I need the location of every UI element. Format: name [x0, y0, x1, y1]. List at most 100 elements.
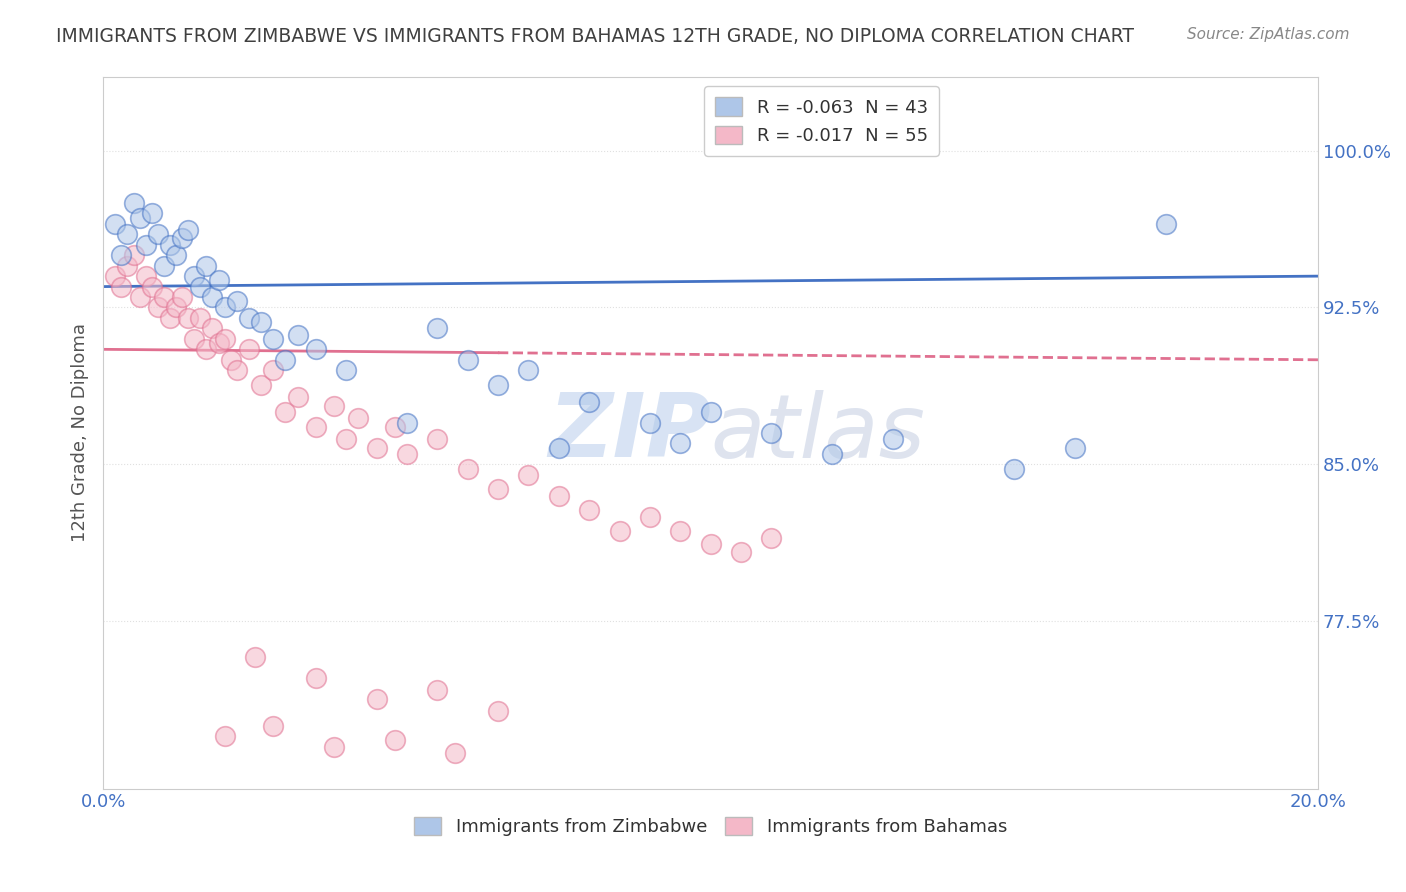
Point	[110, 248, 132, 262]
Point	[188, 279, 211, 293]
Point	[183, 332, 205, 346]
Point	[1064, 441, 1087, 455]
Point	[323, 399, 346, 413]
Text: Source: ZipAtlas.com: Source: ZipAtlas.com	[1187, 27, 1350, 42]
Point	[225, 363, 247, 377]
Point	[366, 691, 388, 706]
Point	[262, 719, 284, 733]
Point	[250, 315, 273, 329]
Point	[335, 363, 357, 377]
Point	[578, 503, 600, 517]
Point	[486, 377, 509, 392]
Text: IMMIGRANTS FROM ZIMBABWE VS IMMIGRANTS FROM BAHAMAS 12TH GRADE, NO DIPLOMA CORRE: IMMIGRANTS FROM ZIMBABWE VS IMMIGRANTS F…	[56, 27, 1135, 45]
Point	[395, 416, 418, 430]
Point	[1154, 217, 1177, 231]
Point	[195, 259, 218, 273]
Point	[262, 332, 284, 346]
Point	[761, 425, 783, 440]
Point	[638, 509, 661, 524]
Point	[335, 432, 357, 446]
Point	[214, 332, 236, 346]
Point	[669, 524, 692, 539]
Point	[426, 683, 449, 698]
Point	[347, 411, 370, 425]
Point	[547, 441, 569, 455]
Point	[426, 321, 449, 335]
Point	[578, 394, 600, 409]
Point	[444, 746, 467, 760]
Text: atlas: atlas	[710, 390, 925, 476]
Text: ZIP: ZIP	[548, 390, 710, 476]
Point	[153, 259, 176, 273]
Point	[384, 419, 406, 434]
Point	[122, 248, 145, 262]
Point	[274, 405, 297, 419]
Point	[238, 310, 260, 325]
Point	[426, 432, 449, 446]
Point	[195, 343, 218, 357]
Point	[207, 336, 229, 351]
Point	[384, 733, 406, 747]
Point	[214, 729, 236, 743]
Point	[207, 273, 229, 287]
Point	[486, 483, 509, 497]
Point	[159, 237, 181, 252]
Y-axis label: 12th Grade, No Diploma: 12th Grade, No Diploma	[72, 324, 89, 542]
Point	[821, 447, 844, 461]
Point	[323, 739, 346, 754]
Point	[188, 310, 211, 325]
Point	[177, 310, 200, 325]
Point	[135, 269, 157, 284]
Point	[214, 301, 236, 315]
Point	[638, 416, 661, 430]
Point	[305, 419, 328, 434]
Point	[117, 259, 139, 273]
Point	[110, 279, 132, 293]
Point	[165, 248, 187, 262]
Point	[146, 227, 169, 242]
Point	[146, 301, 169, 315]
Point	[699, 537, 721, 551]
Point	[366, 441, 388, 455]
Point	[243, 649, 266, 664]
Point	[669, 436, 692, 450]
Point	[730, 545, 752, 559]
Point	[250, 377, 273, 392]
Point	[104, 269, 127, 284]
Point	[177, 223, 200, 237]
Point	[517, 363, 540, 377]
Point	[128, 211, 150, 225]
Point	[517, 467, 540, 482]
Point	[274, 352, 297, 367]
Point	[761, 531, 783, 545]
Point	[183, 269, 205, 284]
Point	[609, 524, 631, 539]
Point	[882, 432, 904, 446]
Point	[486, 704, 509, 718]
Point	[201, 321, 224, 335]
Point	[305, 671, 328, 685]
Point	[201, 290, 224, 304]
Point	[135, 237, 157, 252]
Point	[395, 447, 418, 461]
Point	[122, 195, 145, 210]
Point	[547, 489, 569, 503]
Point	[287, 391, 309, 405]
Legend: Immigrants from Zimbabwe, Immigrants from Bahamas: Immigrants from Zimbabwe, Immigrants fro…	[406, 810, 1014, 844]
Point	[159, 310, 181, 325]
Point	[457, 461, 479, 475]
Point	[238, 343, 260, 357]
Point	[262, 363, 284, 377]
Point	[128, 290, 150, 304]
Point	[287, 327, 309, 342]
Point	[165, 301, 187, 315]
Point	[225, 294, 247, 309]
Point	[457, 352, 479, 367]
Point	[104, 217, 127, 231]
Point	[172, 290, 194, 304]
Point	[141, 279, 163, 293]
Point	[305, 343, 328, 357]
Point	[117, 227, 139, 242]
Point	[219, 352, 242, 367]
Point	[141, 206, 163, 220]
